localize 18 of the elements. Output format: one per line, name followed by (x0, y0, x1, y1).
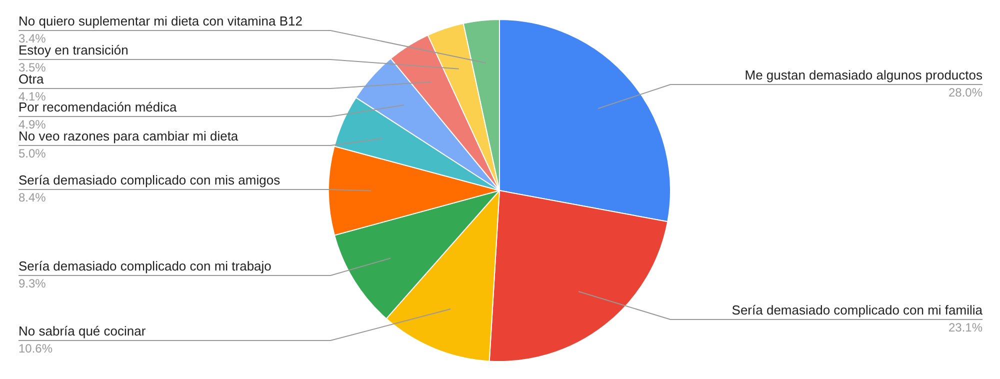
slice-label: No quiero suplementar mi dieta con vitamina B12 (18, 14, 302, 28)
data-label: 23.1% (948, 320, 983, 334)
data-label: 10.6% (18, 342, 53, 356)
data-label: 28.0% (948, 86, 983, 100)
slice-label: Estoy en transición (18, 42, 128, 58)
slice-label: Sería demasiado complicado con mi trabajo (18, 258, 272, 274)
slice-label: Sería demasiado complicado con mi familia (732, 302, 984, 318)
slice-label: No sabría qué cocinar (18, 324, 146, 338)
slice-label: Otra (18, 72, 45, 86)
slice-label: Sería demasiado complicado con mis amigos (18, 172, 281, 188)
data-label: 3.5% (18, 60, 46, 74)
data-label: 9.3% (18, 276, 46, 290)
data-label: 3.4% (18, 32, 46, 46)
data-label: 4.9% (18, 118, 46, 132)
slice-label: No veo razones para cambiar mi dieta (18, 128, 239, 144)
data-label: 5.0% (18, 146, 46, 160)
data-label: 8.4% (18, 190, 46, 204)
slice-label: Me gustan demasiado algunos productos (744, 68, 983, 82)
